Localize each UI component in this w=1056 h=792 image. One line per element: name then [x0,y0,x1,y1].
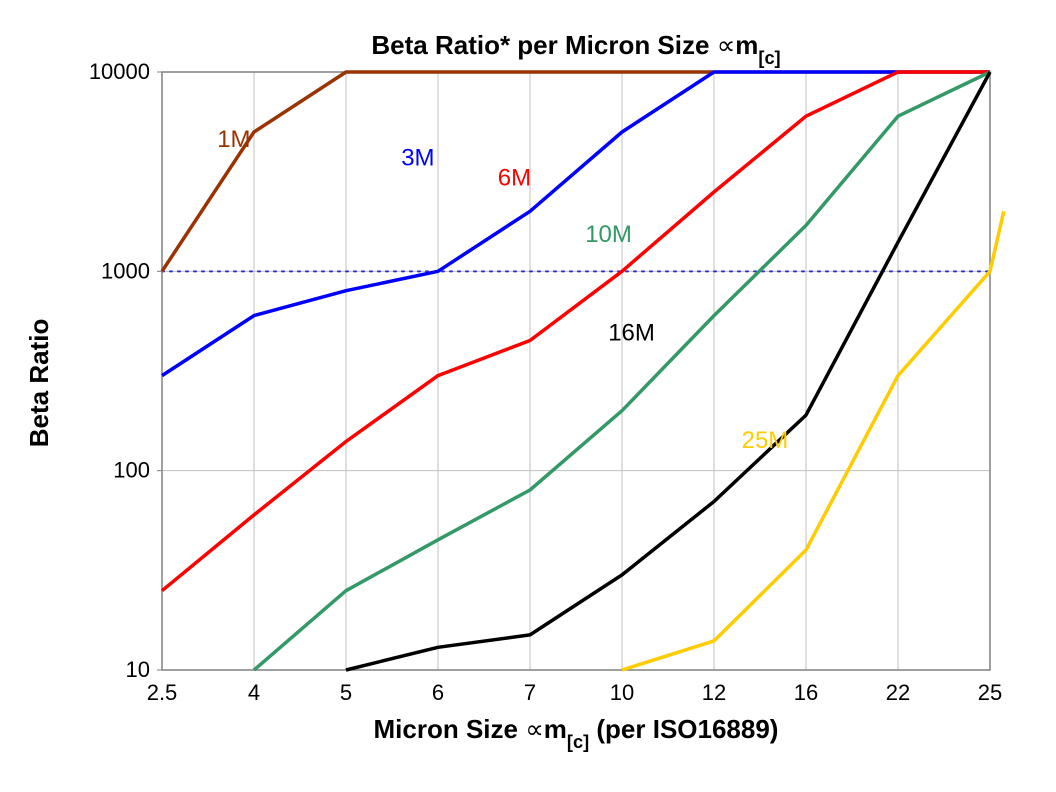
series-label-3M: 3M [401,144,434,171]
series-label-25M: 25M [742,427,789,454]
x-tick-label: 22 [886,680,910,705]
x-tick-label: 25 [978,680,1002,705]
y-tick-label: 10000 [89,59,150,84]
x-axis-label: Micron Size ∝m[c] (per ISO16889) [374,714,779,752]
x-tick-label: 12 [702,680,726,705]
x-tick-label: 2.5 [147,680,178,705]
x-tick-label: 7 [524,680,536,705]
chart-container: 1M 3M 6M 10M 16M 25M 2.5 4 5 6 7 10 12 16 22 25 10 100 100… [0,0,1056,792]
series-line-25M [622,211,1004,670]
series-label-10M: 10M [585,221,632,248]
x-tick-label: 10 [610,680,634,705]
y-tick-label: 10 [126,657,150,682]
y-tick-label: 100 [113,458,150,483]
plot-border [162,72,990,670]
beta-ratio-line-chart: 1M 3M 6M 10M 16M 25M 2.5 4 5 6 7 10 12 16 22 25 10 100 100… [0,0,1056,792]
series-label-1M: 1M [217,126,250,153]
series-line-16M [346,72,990,670]
x-tick-label: 6 [432,680,444,705]
series-line-6M [162,72,990,591]
x-tick-label: 16 [794,680,818,705]
series-line-3M [162,72,990,376]
series-label-16M: 16M [608,319,655,346]
chart-title: Beta Ratio* per Micron Size ∝m[c] [371,30,780,68]
x-tick-label: 4 [248,680,260,705]
series-label-6M: 6M [498,164,531,191]
x-tick-label: 5 [340,680,352,705]
y-tick-label: 1000 [101,258,150,283]
y-axis-label: Beta Ratio [24,319,54,448]
